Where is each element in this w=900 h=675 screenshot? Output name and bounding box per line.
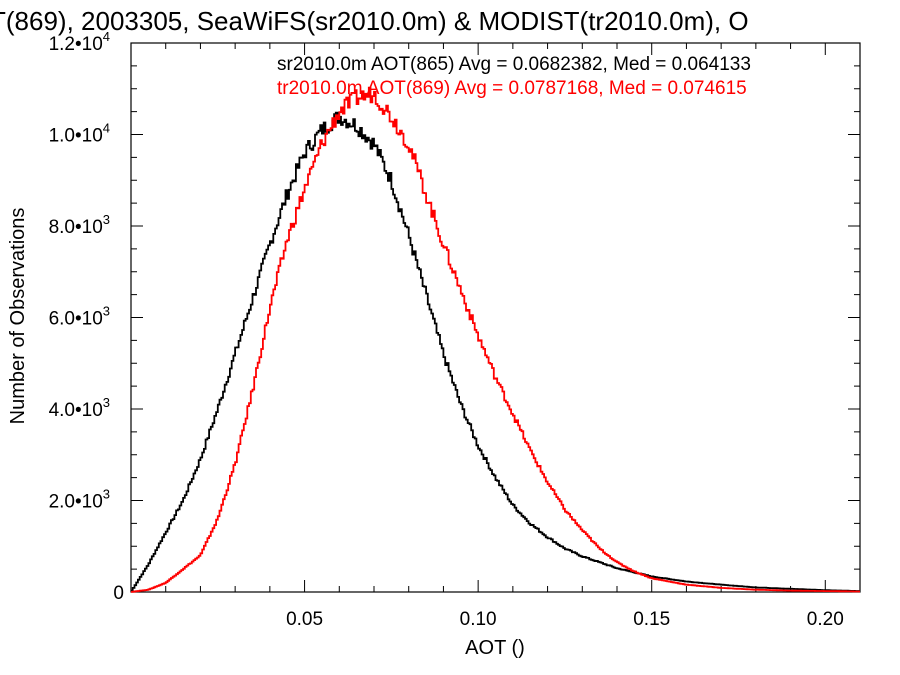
y-tick-label: 4.0•103	[49, 395, 110, 421]
y-tick-label: 1.0•104	[49, 121, 110, 147]
y-tick-label: 2.0•103	[49, 487, 110, 513]
y-tick-label: 8.0•103	[49, 212, 110, 238]
x-tick-label: 0.20	[807, 609, 844, 630]
tick-labels: 0.05 0.10 0.15 0.2002.0•1034.0•1036.0•1038.…	[49, 29, 844, 630]
y-tick-label: 0	[113, 583, 124, 604]
y-tick-exponent: 3	[103, 304, 110, 319]
y-tick-mantissa: 0	[113, 583, 124, 604]
series-layer	[131, 86, 860, 593]
y-tick-mantissa: 1.2•10	[49, 34, 103, 55]
y-tick-exponent: 3	[103, 212, 110, 227]
y-tick-exponent: 3	[103, 395, 110, 410]
stats-annotation-0: sr2010.0m AOT(865) Avg = 0.0682382, Med …	[277, 54, 751, 75]
y-tick-mantissa: 6.0•10	[49, 309, 103, 330]
y-tick-mantissa: 2.0•10	[49, 492, 103, 513]
y-tick-mantissa: 4.0•10	[49, 400, 103, 421]
x-tick-label: 0.05	[286, 609, 323, 630]
chart-title: T(869), 2003305, SeaWiFS(sr2010.0m) & MO…	[0, 6, 749, 36]
x-tick-label: 0.10	[460, 609, 497, 630]
series-line-1	[131, 86, 860, 593]
y-tick-label: 1.2•104	[49, 29, 110, 55]
y-axis-label: Number of Observations	[7, 208, 29, 425]
y-tick-exponent: 3	[103, 487, 110, 502]
y-tick-exponent: 4	[103, 121, 110, 136]
x-tick-label: 0.15	[633, 609, 670, 630]
series-line-0	[131, 111, 860, 592]
y-tick-mantissa: 8.0•10	[49, 217, 103, 238]
y-tick-mantissa: 1.0•10	[49, 126, 103, 147]
x-axis-label: AOT ()	[465, 637, 525, 659]
plot-area-frame	[130, 42, 861, 593]
stats-annotation-1: tr2010.0m AOT(869) Avg = 0.0787168, Med …	[277, 78, 747, 99]
y-tick-exponent: 4	[103, 29, 110, 44]
legend-annotations: sr2010.0m AOT(865) Avg = 0.0682382, Med …	[277, 54, 751, 99]
axis-ticks	[131, 42, 860, 593]
y-tick-label: 6.0•103	[49, 304, 110, 330]
